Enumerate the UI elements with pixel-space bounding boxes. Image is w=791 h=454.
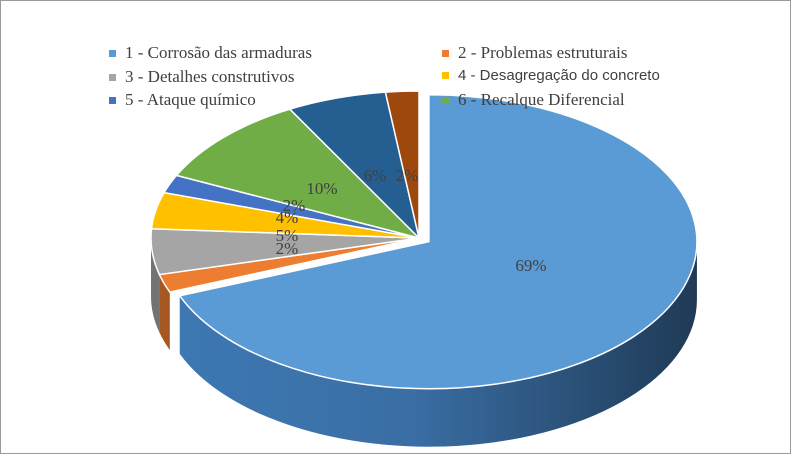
pie-slice-6 — [175, 108, 422, 240]
data-label-4: 4% — [276, 208, 299, 227]
data-label-6: 10% — [306, 179, 337, 198]
legend: 1 - Corrosão das armaduras 2 - Problemas… — [1, 1, 790, 121]
legend-label-2: 2 - Problemas estruturais — [458, 43, 628, 62]
data-label-3: 5% — [276, 226, 299, 245]
data-label-1: 69% — [515, 256, 546, 275]
legend-label-1: 1 - Corrosão das armaduras — [125, 43, 312, 62]
pie-slice-8 — [384, 90, 420, 239]
legend-item-5: 5 - Ataque químico — [109, 90, 256, 110]
pie-slice-side-3 — [151, 238, 160, 333]
legend-item-4: 4 - Desagregação do concreto — [442, 67, 660, 84]
legend-swatch-6 — [442, 96, 449, 104]
legend-swatch-4 — [442, 72, 449, 79]
legend-swatch-1 — [109, 49, 116, 57]
legend-swatch-3 — [109, 73, 116, 81]
data-label-2: 2% — [276, 239, 299, 258]
data-label-7: 6% — [364, 166, 387, 185]
legend-item-1: 1 - Corrosão das armaduras — [109, 43, 312, 63]
pie-slice-side-1 — [179, 241, 697, 447]
pie-slice-1 — [178, 93, 698, 390]
data-label-5: 2% — [283, 196, 306, 215]
legend-label-4: 4 - Desagregação do concreto — [458, 67, 660, 84]
legend-label-6: 6 - Recalque Diferencial — [458, 90, 625, 109]
data-label-8: 2% — [396, 166, 419, 185]
legend-item-6: 6 - Recalque Diferencial — [442, 90, 625, 110]
legend-label-3: 3 - Detalhes construtivos — [125, 67, 295, 86]
legend-swatch-2 — [442, 49, 449, 57]
legend-item-2: 2 - Problemas estruturais — [442, 43, 628, 63]
legend-swatch-5 — [109, 96, 116, 104]
legend-label-5: 5 - Ataque químico — [125, 90, 256, 109]
legend-item-3: 3 - Detalhes construtivos — [109, 67, 295, 87]
pie-slice-side-2 — [159, 274, 170, 351]
